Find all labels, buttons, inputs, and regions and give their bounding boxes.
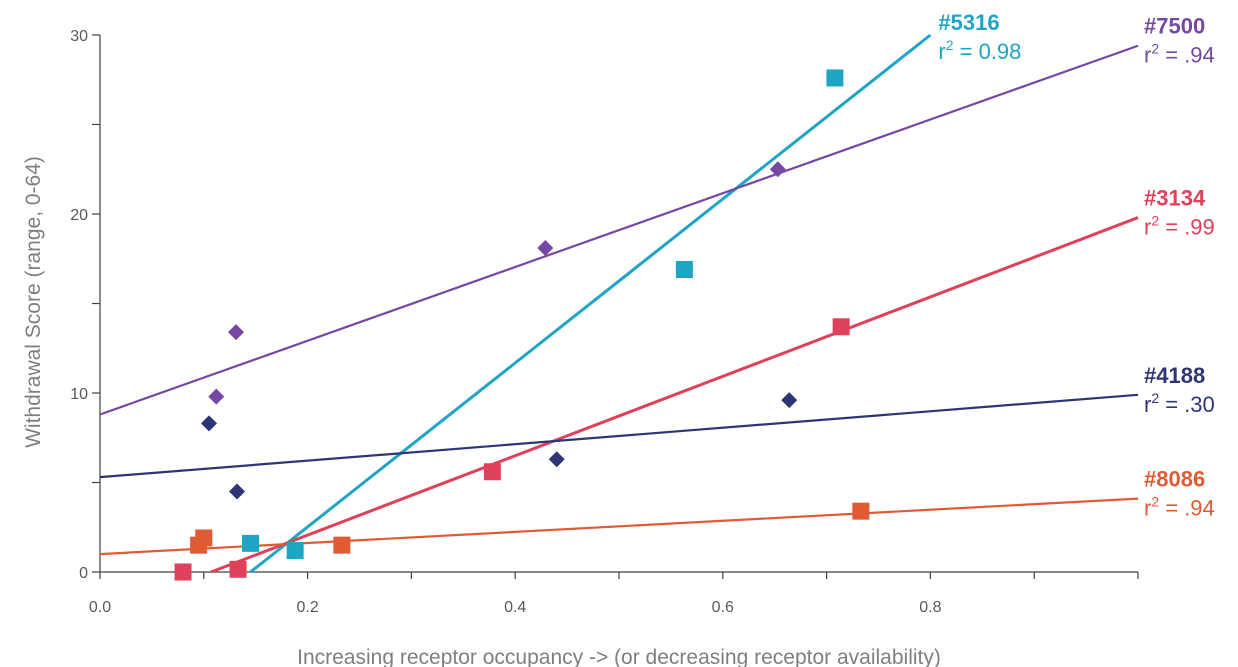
x-axis-title: Increasing receptor occupancy -> (or dec… xyxy=(297,646,941,667)
x-tick-label: 0.8 xyxy=(919,599,941,616)
x-tick-label: 0.6 xyxy=(712,599,734,616)
y-tick-label: 10 xyxy=(70,386,88,403)
point-8086 xyxy=(195,529,213,547)
trendlines xyxy=(99,33,1139,574)
series-label-8086: #8086 xyxy=(1144,467,1205,492)
series-r2-3134: r2 = .99 xyxy=(1144,213,1215,240)
point-7500 xyxy=(227,324,244,341)
series-r2-4188: r2 = .30 xyxy=(1144,390,1215,417)
trendline-7500 xyxy=(99,44,1139,416)
y-tick-label: 30 xyxy=(70,28,88,45)
trendline-3134 xyxy=(210,216,1139,574)
x-tick-label: 0.2 xyxy=(296,599,318,616)
point-4188 xyxy=(548,451,565,468)
series-label-5316: #5316 xyxy=(938,10,999,35)
x-tick-label: 0.0 xyxy=(89,599,111,616)
trendline-4188 xyxy=(99,393,1139,479)
point-4188 xyxy=(781,392,798,409)
point-5316 xyxy=(286,542,304,560)
series-r2-8086: r2 = .94 xyxy=(1144,494,1215,521)
point-3134 xyxy=(229,560,247,578)
y-axis-title: Withdrawal Score (range, 0-64) xyxy=(22,156,45,448)
point-5316 xyxy=(242,534,260,552)
series-label-7500: #7500 xyxy=(1144,14,1205,39)
series-label-4188: #4188 xyxy=(1144,363,1205,388)
series-r2-7500: r2 = .94 xyxy=(1144,41,1215,68)
data-points xyxy=(174,69,870,581)
point-7500 xyxy=(208,388,225,405)
point-3134 xyxy=(483,463,501,481)
point-8086 xyxy=(852,502,870,520)
point-3134 xyxy=(174,563,192,581)
x-tick-label: 0.4 xyxy=(504,599,526,616)
point-7500 xyxy=(537,240,554,257)
series-label-3134: #3134 xyxy=(1144,186,1206,211)
point-3134 xyxy=(832,318,850,336)
series-r2-5316: r2 = 0.98 xyxy=(938,37,1021,64)
point-8086 xyxy=(333,536,351,554)
point-4188 xyxy=(229,483,246,500)
trendline-5316 xyxy=(249,33,932,574)
axes: 0 10 20 30 0.0 0.2 0.4 0.6 0.8 xyxy=(70,28,1139,616)
point-5316 xyxy=(826,69,844,87)
y-tick-label: 0 xyxy=(79,565,88,582)
y-tick-label: 20 xyxy=(70,207,88,224)
point-5316 xyxy=(675,260,693,278)
point-7500 xyxy=(769,161,786,178)
trendline-8086 xyxy=(99,497,1139,556)
point-4188 xyxy=(200,415,217,432)
